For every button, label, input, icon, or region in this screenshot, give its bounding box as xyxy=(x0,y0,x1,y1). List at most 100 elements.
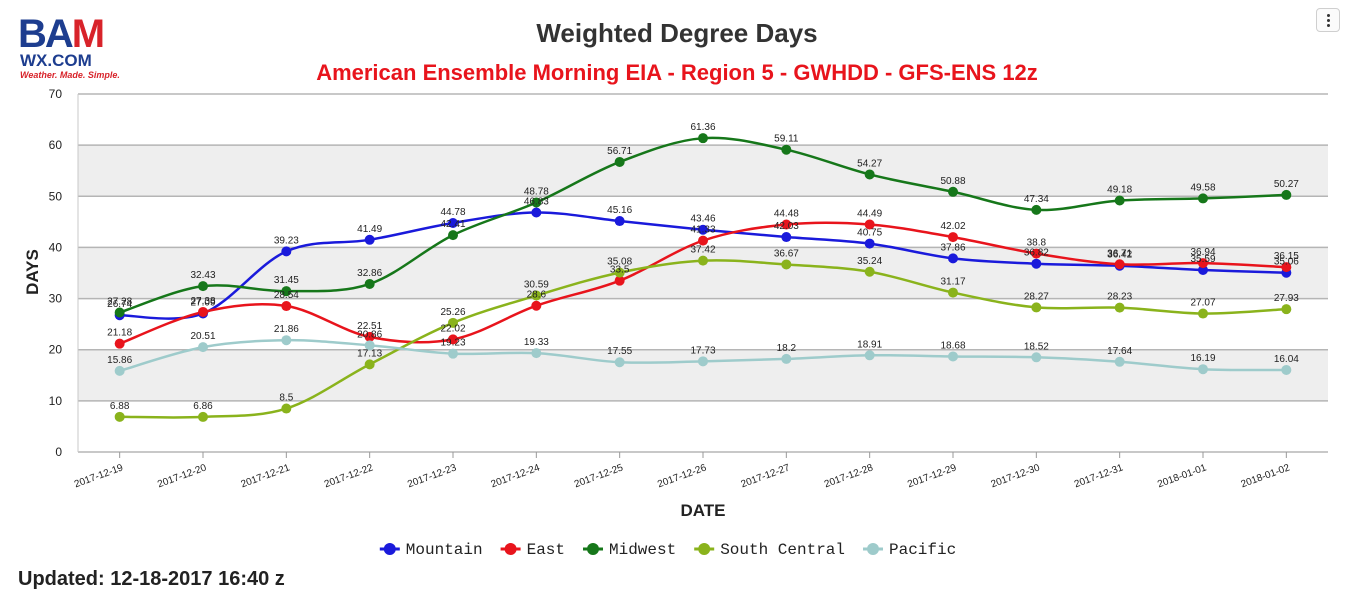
x-tick-label: 2017-12-27 xyxy=(740,462,792,490)
data-point-pacific xyxy=(114,365,125,376)
data-label-east: 22.02 xyxy=(440,323,465,334)
data-point-south-central xyxy=(1198,308,1208,319)
data-label-mountain: 39.23 xyxy=(274,235,299,246)
data-point-pacific xyxy=(448,348,458,359)
data-point-mountain xyxy=(781,232,792,243)
menu-dot-icon xyxy=(1327,24,1330,27)
data-point-east xyxy=(531,300,542,311)
data-label-south-central: 30.59 xyxy=(524,280,549,291)
data-point-south-central xyxy=(1281,304,1292,315)
x-tick-label: 2017-12-22 xyxy=(323,462,375,490)
data-point-south-central xyxy=(948,287,958,298)
data-point-pacific xyxy=(364,340,375,351)
chart-menu-button[interactable] xyxy=(1316,8,1340,32)
data-point-pacific xyxy=(864,350,875,361)
data-point-east xyxy=(1198,258,1208,269)
data-label-mountain: 26.74 xyxy=(107,299,132,310)
data-point-south-central xyxy=(198,411,208,422)
data-label-mountain: 40.75 xyxy=(857,228,882,239)
data-label-midwest: 50.88 xyxy=(940,176,965,187)
x-tick-label: 2018-01-02 xyxy=(1240,462,1292,490)
data-point-east xyxy=(1281,262,1292,273)
plot-band xyxy=(78,400,1328,452)
data-label-midwest: 49.58 xyxy=(1190,182,1215,193)
x-tick-label: 2018-01-01 xyxy=(1156,462,1208,490)
data-point-east xyxy=(698,235,708,246)
data-label-mountain: 44.78 xyxy=(440,207,465,218)
data-point-south-central xyxy=(281,403,292,414)
data-point-mountain xyxy=(614,216,625,227)
logo-wordmark: BAM xyxy=(18,12,105,56)
bam-wx-logo: BAM WX.COM Weather. Made. Simple. xyxy=(18,14,136,82)
chart-subtitle: American Ensemble Morning EIA - Region 5… xyxy=(316,60,1038,85)
data-label-midwest: 31.45 xyxy=(274,275,299,286)
data-label-pacific: 20.51 xyxy=(190,331,215,342)
data-label-pacific: 16.19 xyxy=(1190,353,1215,364)
data-label-midwest: 32.43 xyxy=(190,270,215,281)
data-label-pacific: 17.64 xyxy=(1107,346,1132,357)
data-point-mountain xyxy=(698,224,708,235)
y-tick-label: 30 xyxy=(49,292,63,306)
data-label-south-central: 27.93 xyxy=(1274,293,1299,304)
data-point-pacific xyxy=(781,353,792,364)
data-point-south-central xyxy=(364,359,375,370)
data-point-south-central xyxy=(1114,302,1125,313)
data-label-east: 33.5 xyxy=(610,265,630,276)
data-label-pacific: 18.52 xyxy=(1024,341,1049,352)
series-points xyxy=(114,133,1292,422)
data-label-mountain: 45.16 xyxy=(607,205,632,216)
data-point-midwest xyxy=(114,307,125,318)
y-tick-label: 50 xyxy=(49,189,63,203)
data-point-mountain xyxy=(531,207,542,218)
data-point-midwest xyxy=(364,278,375,289)
data-point-pacific xyxy=(531,348,542,359)
data-point-east xyxy=(614,275,625,286)
data-label-south-central: 35.24 xyxy=(857,256,882,267)
data-point-pacific xyxy=(1281,364,1292,375)
legend-marker-midwest xyxy=(587,543,599,555)
y-tick-label: 40 xyxy=(49,240,63,254)
updated-timestamp: Updated: 12-18-2017 16:40 z xyxy=(18,568,285,590)
data-point-east xyxy=(198,306,208,317)
y-tick-label: 20 xyxy=(49,343,63,357)
y-tick-label: 10 xyxy=(49,394,63,408)
x-tick-label: 2017-12-25 xyxy=(573,462,625,490)
legend-marker-mountain xyxy=(383,543,396,555)
x-axis-ticks: 2017-12-19 2017-12-20 2017-12-21 2017-12-22… xyxy=(73,452,1292,490)
data-label-east: 36.94 xyxy=(1190,247,1215,258)
data-label-south-central: 36.67 xyxy=(774,248,799,259)
data-point-east xyxy=(781,219,792,230)
data-point-south-central xyxy=(114,411,125,422)
data-label-south-central: 35.08 xyxy=(607,257,632,268)
data-labels: 26.74 27.09 39.23 41.49 44.78 46.83 45.16 43.46… xyxy=(107,122,1299,412)
data-point-south-central xyxy=(781,259,792,270)
legend-label-midwest: Midwest xyxy=(609,541,676,559)
data-label-pacific: 21.86 xyxy=(274,324,299,335)
data-point-south-central xyxy=(1031,302,1042,313)
data-label-midwest: 59.11 xyxy=(774,134,799,145)
logo-tagline: Weather. Made. Simple. xyxy=(20,70,120,80)
data-point-pacific xyxy=(1198,364,1208,375)
data-label-east: 27.38 xyxy=(190,296,215,307)
data-label-midwest: 48.78 xyxy=(524,187,549,198)
data-label-south-central: 31.17 xyxy=(940,277,965,288)
plot-area xyxy=(78,94,1328,452)
x-tick-label: 2017-12-30 xyxy=(990,462,1042,490)
data-point-pacific xyxy=(1114,356,1125,367)
x-tick-label: 2017-12-19 xyxy=(73,462,125,490)
data-label-south-central: 28.23 xyxy=(1107,292,1132,303)
plot-band xyxy=(78,145,1328,197)
data-point-midwest xyxy=(531,197,542,208)
data-label-pacific: 17.55 xyxy=(607,346,632,357)
data-label-mountain: 37.86 xyxy=(940,242,965,253)
data-point-midwest xyxy=(614,156,625,167)
data-label-mountain: 41.49 xyxy=(357,224,382,235)
data-label-midwest: 32.86 xyxy=(357,268,382,279)
data-label-east: 28.6 xyxy=(527,290,547,301)
logo-domain: WX.COM xyxy=(20,51,92,70)
data-label-east: 41.33 xyxy=(690,225,715,236)
data-label-east: 22.51 xyxy=(357,321,382,332)
data-label-mountain: 35.06 xyxy=(1274,257,1299,268)
y-axis-ticks: 0 10 20 30 40 50 60 70 xyxy=(49,87,63,459)
data-label-mountain: 36.42 xyxy=(1107,250,1132,261)
